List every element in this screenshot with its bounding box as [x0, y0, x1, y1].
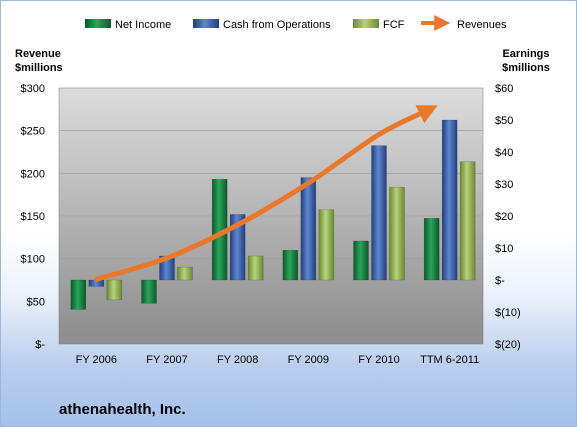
revenue-line-group — [93, 105, 438, 282]
left-tick-label: $50 — [27, 296, 45, 308]
x-tick-label: FY 2010 — [358, 354, 399, 366]
chart-title: athenahealth, Inc. — [59, 401, 186, 418]
cash-from-operations-bar — [229, 214, 246, 281]
fcf-bar — [318, 209, 335, 281]
cash-from-operations-bar — [371, 145, 387, 281]
x-tick-label: FY 2007 — [146, 354, 187, 366]
x-tick-label: TTM 6-2011 — [420, 354, 479, 366]
fcf-bar — [177, 266, 193, 281]
left-tick-label: $250 — [21, 126, 45, 138]
right-tick-label: $60 — [495, 83, 513, 95]
revenues-line — [93, 105, 438, 282]
legend-label-revenues: Revenues — [457, 19, 507, 31]
left-tick-label: $- — [35, 339, 45, 351]
right-tick-label: $(20) — [495, 339, 521, 351]
bars — [70, 119, 476, 310]
gridlines — [59, 130, 483, 302]
left-axis-label-line1: Revenue — [15, 48, 61, 60]
fcf-bar — [459, 161, 476, 281]
net-income-bar — [70, 279, 87, 310]
x-tick-label: FY 2006 — [76, 354, 117, 366]
net-income-bar — [141, 279, 157, 304]
right-axis-label-line2: $millions — [502, 62, 550, 74]
x-tick-label: FY 2009 — [288, 354, 329, 366]
right-tick-label: $10 — [495, 243, 513, 255]
left-axis-label-line2: $millions — [15, 62, 63, 74]
legend-swatch-cash-from-operations — [193, 19, 219, 28]
legend-swatch-net-income — [85, 19, 111, 28]
left-tick-label: $150 — [21, 211, 45, 223]
right-tick-label: $40 — [495, 147, 513, 159]
legend-label-fcf: FCF — [383, 19, 405, 31]
right-tick-label: $20 — [495, 211, 513, 223]
right-axis-label-line1: Earnings — [502, 48, 549, 60]
net-income-bar — [353, 240, 369, 281]
right-tick-label: $30 — [495, 179, 513, 191]
cash-from-operations-bar — [300, 177, 317, 281]
left-tick-label: $200 — [21, 168, 45, 180]
fcf-bar — [247, 255, 264, 281]
fcf-bar — [389, 186, 405, 281]
legend: Net Income Cash from Operations FCF Reve… — [85, 15, 507, 31]
net-income-bar — [423, 217, 440, 281]
cash-from-operations-bar — [441, 119, 458, 281]
fcf-bar — [106, 279, 123, 301]
legend-swatch-fcf — [353, 19, 379, 28]
right-tick-label: $(10) — [495, 307, 521, 319]
left-tick-label: $300 — [21, 83, 45, 95]
right-axis-ticks: $(20) $(10) $- $10 $20 $30 $40 $50 $60 — [495, 83, 521, 351]
legend-label-cash-from-operations: Cash from Operations — [223, 19, 331, 31]
x-axis-ticks: FY 2006 FY 2007 FY 2008 FY 2009 FY 2010 TTM 6… — [76, 354, 480, 366]
right-tick-label: $50 — [495, 115, 513, 127]
left-axis-ticks: $- $50 $100 $150 $200 $250 $300 — [21, 83, 46, 351]
x-tick-label: FY 2008 — [217, 354, 258, 366]
net-income-bar — [282, 249, 299, 281]
legend-label-net-income: Net Income — [115, 19, 171, 31]
left-tick-label: $100 — [21, 254, 45, 266]
right-tick-label: $- — [495, 275, 505, 287]
